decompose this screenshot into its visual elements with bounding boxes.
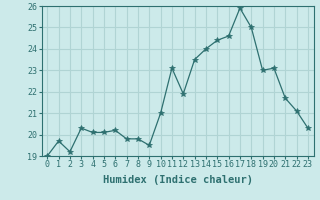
X-axis label: Humidex (Indice chaleur): Humidex (Indice chaleur) <box>103 175 252 185</box>
